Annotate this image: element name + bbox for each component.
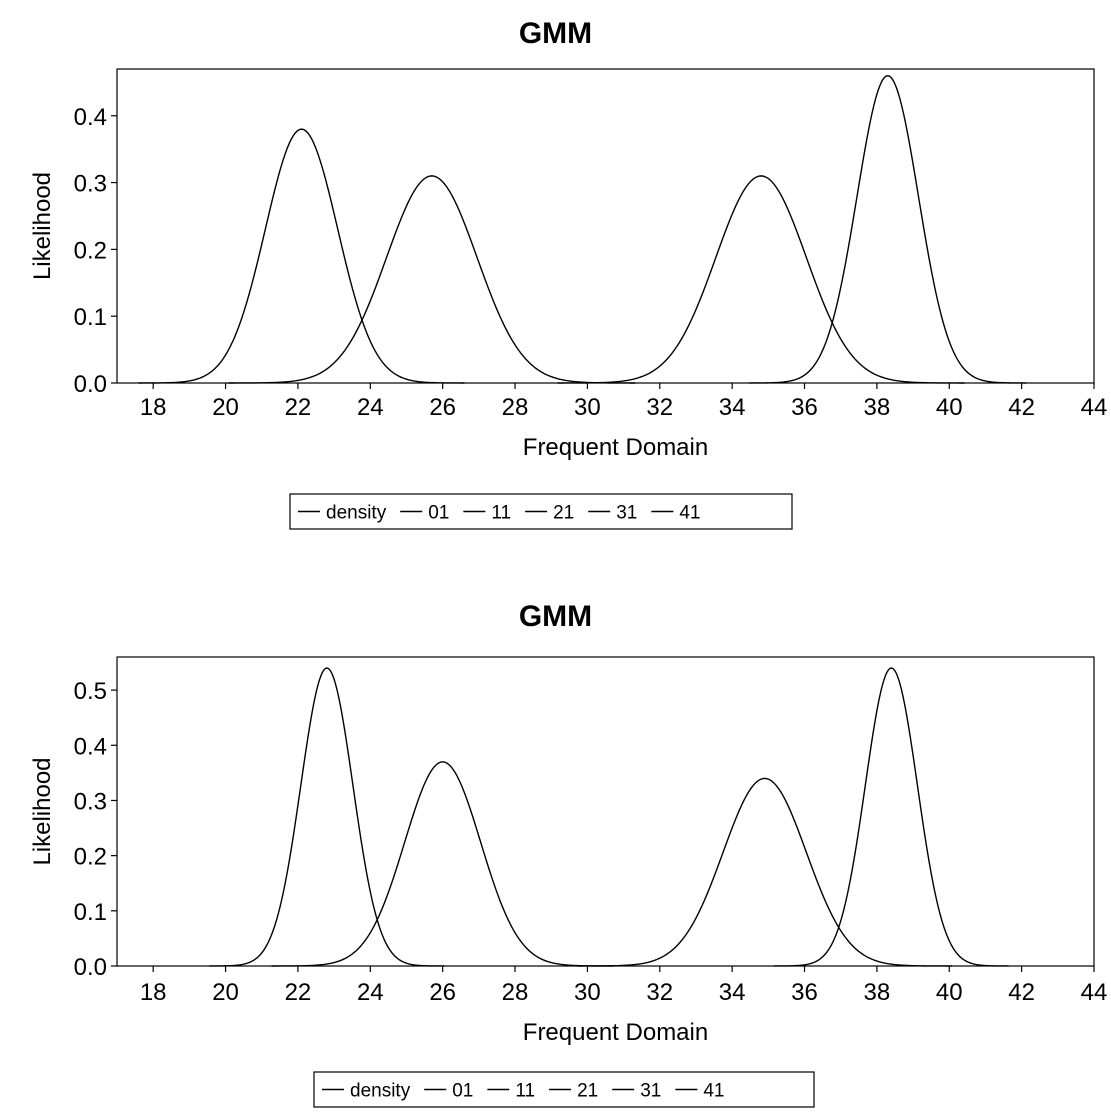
x-tick-label: 28: [502, 979, 529, 1006]
chart-1: GMM 0.0 0.1 0.2 0.3 0.4 18 20 22 24 26 28 30 32 34 36 38…: [29, 17, 1108, 530]
x-axis-label: Frequent Domain: [523, 434, 708, 461]
y-axis-label: Likelihood: [29, 172, 56, 280]
legend-entry: 11: [515, 1081, 535, 1102]
x-tick-label: 20: [212, 979, 239, 1006]
y-tick-label: 0.1: [74, 304, 107, 331]
y-tick-label: 0.3: [74, 171, 107, 198]
x-tick-label: 38: [864, 394, 891, 421]
y-tick-label: 0.4: [74, 104, 107, 131]
x-tick-label: 36: [791, 394, 818, 421]
legend-entry: 31: [640, 1081, 661, 1102]
chart-title: GMM: [519, 17, 592, 50]
x-tick-label: 22: [285, 394, 312, 421]
y-tick-label: 0.0: [74, 371, 107, 398]
x-tick-label: 18: [140, 979, 167, 1006]
x-tick-label: 44: [1081, 394, 1108, 421]
series-line-3: [557, 175, 965, 384]
y-axis-label: Likelihood: [29, 757, 56, 865]
legend-entry: 21: [553, 503, 574, 524]
x-tick-label: 34: [719, 394, 746, 421]
legend: density 01 11 21 31 41: [313, 1071, 815, 1108]
legend-entry: density: [350, 1081, 411, 1102]
x-tick-label: 34: [719, 979, 746, 1006]
legend-entry: 41: [703, 1081, 724, 1102]
series-line-3: [577, 777, 952, 967]
x-tick-label: 32: [646, 979, 673, 1006]
y-tick-label: 0.2: [74, 844, 107, 871]
x-tick-label: 22: [285, 979, 312, 1006]
x-tick-label: 26: [429, 979, 456, 1006]
y-tick-label: 0.4: [74, 733, 107, 760]
x-axis-label: Frequent Domain: [523, 1019, 708, 1046]
x-tick-label: 36: [791, 979, 818, 1006]
series-line-1: [138, 128, 465, 384]
series-line-4: [774, 667, 1009, 967]
x-tick-label: 32: [646, 394, 673, 421]
chart-2: GMM 0.0 0.1 0.2 0.3 0.4 0.5 18 20 22 24 26 28 30 32 34 3…: [29, 600, 1108, 1108]
series-line-2: [271, 761, 614, 967]
legend-entry: 11: [491, 503, 511, 524]
x-tick-label: 40: [936, 979, 963, 1006]
legend: density 01 11 21 31 41: [289, 493, 793, 530]
y-tick-label: 0.5: [74, 678, 107, 705]
y-tick-label: 0.1: [74, 899, 107, 926]
series-line-1: [209, 667, 445, 967]
legend-entry: 21: [577, 1081, 598, 1102]
x-tick-label: 24: [357, 979, 384, 1006]
y-tick-label: 0.0: [74, 954, 107, 981]
legend-entry: 01: [452, 1081, 473, 1102]
legend-entry: 01: [428, 503, 449, 524]
x-tick-label: 30: [574, 394, 601, 421]
x-tick-label: 42: [1008, 979, 1035, 1006]
chart-title: GMM: [519, 600, 592, 633]
x-tick-label: 42: [1008, 394, 1035, 421]
x-tick-label: 20: [212, 394, 239, 421]
y-tick-label: 0.2: [74, 237, 107, 264]
plot-area: [116, 656, 1095, 967]
x-tick-label: 30: [574, 979, 601, 1006]
series-line-2: [228, 175, 636, 384]
x-tick-label: 38: [864, 979, 891, 1006]
legend-entry: 41: [679, 503, 700, 524]
x-tick-label: 18: [140, 394, 167, 421]
x-tick-label: 24: [357, 394, 384, 421]
x-tick-label: 44: [1081, 979, 1108, 1006]
legend-entry: 31: [616, 503, 637, 524]
x-tick-label: 28: [502, 394, 529, 421]
y-tick-label: 0.3: [74, 788, 107, 815]
plot-area: [116, 68, 1095, 384]
x-tick-label: 40: [936, 394, 963, 421]
series-line-4: [749, 74, 1027, 384]
legend-entry: density: [326, 503, 387, 524]
x-tick-label: 26: [429, 394, 456, 421]
